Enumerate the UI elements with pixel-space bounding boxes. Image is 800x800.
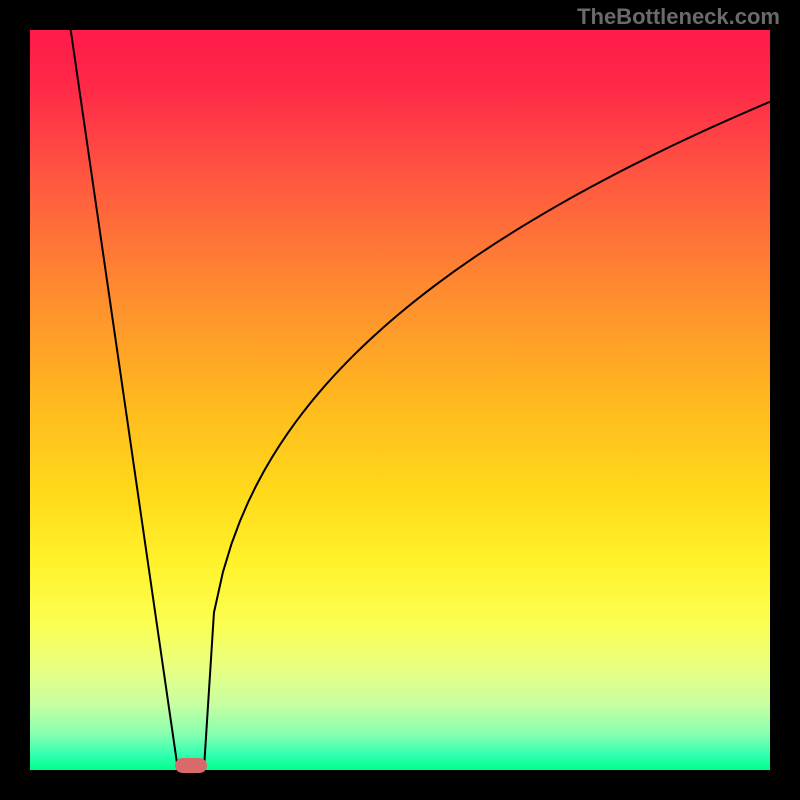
curve-layer (30, 30, 770, 770)
minimum-marker (175, 758, 207, 773)
chart-container: TheBottleneck.com (0, 0, 800, 800)
plot-area (30, 30, 770, 770)
watermark-text: TheBottleneck.com (577, 4, 780, 30)
